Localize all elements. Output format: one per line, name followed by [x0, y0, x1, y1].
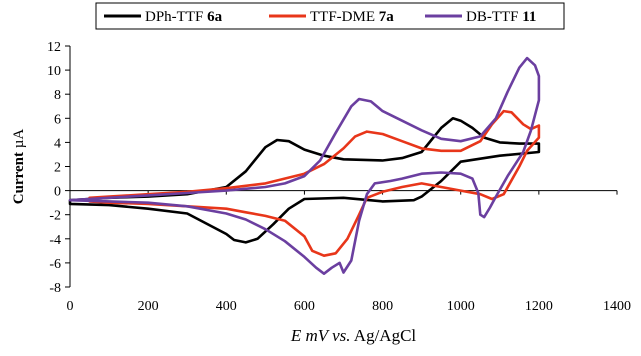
- y-axis-label: Current µA: [11, 129, 27, 205]
- x-tick-label: 800: [372, 299, 393, 314]
- y-tick-label: 6: [54, 112, 61, 127]
- y-tick-label: -8: [49, 281, 61, 296]
- y-tick-label: 12: [47, 40, 61, 55]
- y-tick-label: -2: [49, 209, 61, 224]
- series-line-1: [68, 117, 541, 244]
- y-tick-label: 8: [54, 88, 61, 103]
- x-axis-label: E mV vs. Ag/AgCl: [290, 326, 417, 345]
- y-tick-label: 0: [54, 185, 61, 200]
- plot-area: [68, 56, 541, 275]
- x-tick-label: 600: [294, 299, 315, 314]
- legend-box: [95, 2, 565, 30]
- y-tick-label: 2: [54, 161, 61, 176]
- legend-label-1: DPh-TTF 6a: [145, 9, 223, 25]
- legend: DPh-TTF 6a TTF-DME 7a DB-TTF 11: [95, 2, 565, 30]
- x-tick-label: 1200: [525, 299, 553, 314]
- y-tick-label: 10: [47, 64, 61, 79]
- x-tick-label: 1000: [447, 299, 475, 314]
- x-tick-label: 400: [216, 299, 237, 314]
- series-line-3: [68, 56, 541, 275]
- axes: -8 -6 -4 -2 0 2 4 6 8 10 12 0 200 400 600 800 1000 1200 14…: [47, 40, 631, 314]
- x-tick-label: 1400: [603, 299, 631, 314]
- series-line-2: [88, 109, 541, 257]
- legend-label-2: TTF-DME 7a: [310, 9, 394, 25]
- x-tick-label: 0: [67, 299, 74, 314]
- x-tick-label: 200: [138, 299, 159, 314]
- y-tick-label: -6: [49, 257, 61, 272]
- legend-label-3: DB-TTF 11: [466, 9, 536, 25]
- y-tick-label: 4: [54, 136, 61, 151]
- y-tick-label: -4: [49, 233, 61, 248]
